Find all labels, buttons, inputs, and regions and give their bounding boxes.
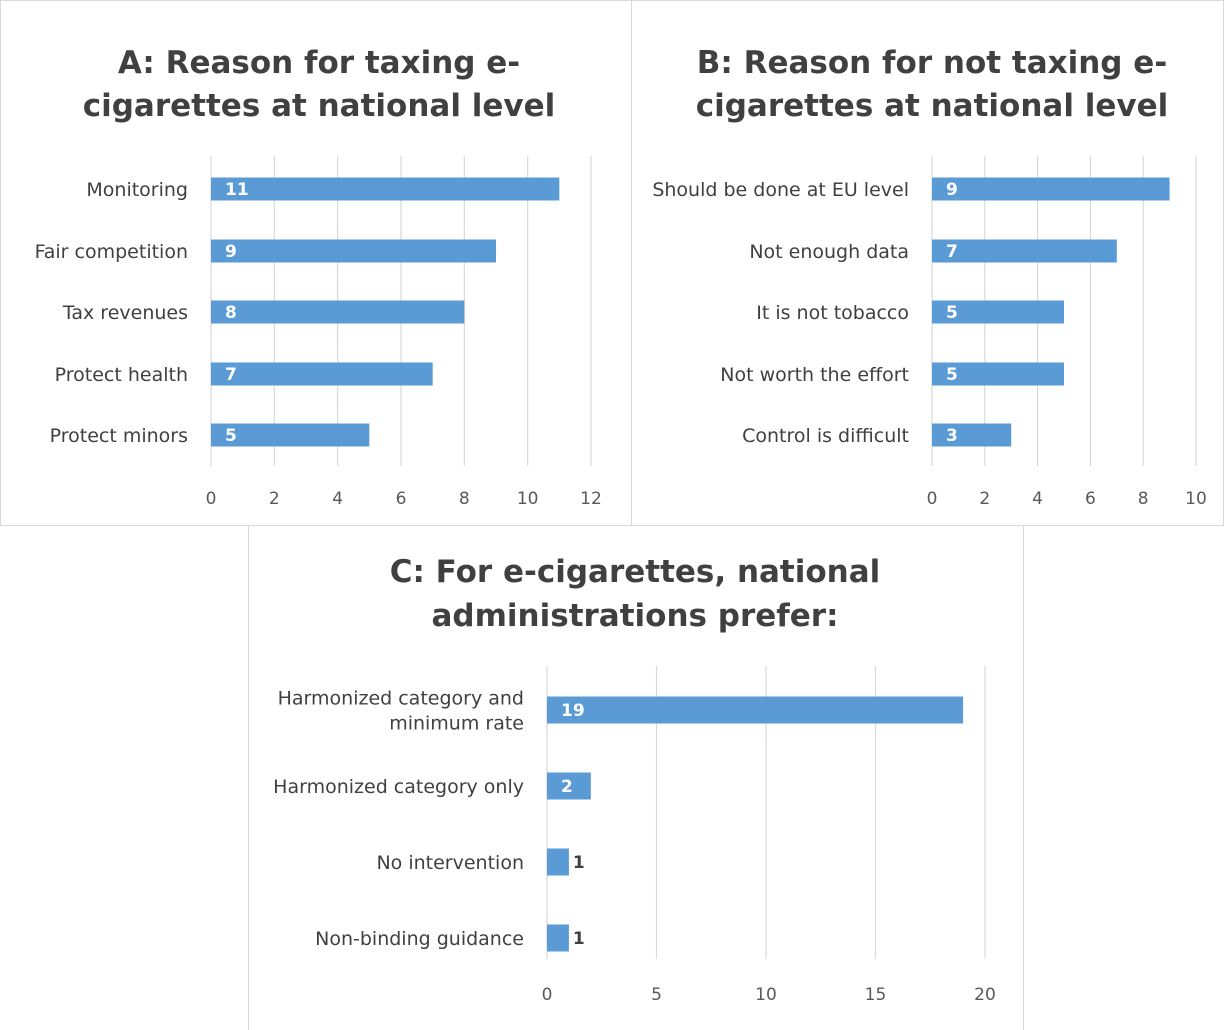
chart-a-value-label-2: 8 (225, 303, 237, 323)
chart-a-bar-3 (211, 362, 433, 386)
chart-c-value-label-0: 19 (561, 701, 585, 721)
chart-c-bar-3 (547, 924, 569, 952)
chart-c-tick-label-4: 20 (974, 985, 996, 1005)
chart-a-svg: A: Reason for taxing e-cigarettes at nat… (35, 45, 602, 509)
chart-c-tick-label-2: 10 (755, 985, 777, 1005)
chart-a-value-label-3: 7 (225, 365, 237, 385)
chart-c-value-label-3: 1 (573, 929, 585, 949)
chart-b-category-label-3: Not worth the effort (720, 364, 909, 386)
chart-c-tick-label-1: 5 (651, 985, 662, 1005)
chart-a-tick-label-5: 10 (517, 489, 539, 509)
chart-c-bar-1 (547, 772, 591, 800)
chart-a-value-label-4: 5 (225, 426, 237, 446)
chart-c-title-line-2: administrations prefer: (432, 598, 839, 634)
chart-b-tick-label-5: 10 (1185, 489, 1207, 509)
chart-c-bar-0 (547, 696, 964, 724)
chart-c-category-label-3: Non-binding guidance (315, 928, 524, 950)
chart-panel-b: B: Reason for not taxing e-cigarettes at… (632, 0, 1224, 526)
chart-a-tick-label-6: 12 (580, 489, 602, 509)
chart-a-value-label-1: 9 (225, 242, 237, 262)
chart-a-title-line-1: A: Reason for taxing e- (118, 45, 520, 81)
chart-a-tick-label-4: 8 (459, 489, 470, 509)
chart-b-tick-label-4: 8 (1138, 489, 1149, 509)
chart-a-category-label-0: Monitoring (86, 179, 188, 201)
chart-b-value-label-2: 5 (946, 303, 958, 323)
chart-a-category-label-3: Protect health (55, 364, 188, 386)
chart-b-category-label-1: Not enough data (749, 241, 909, 263)
chart-b-value-label-1: 7 (946, 242, 958, 262)
chart-c-category-label-1: Harmonized category only (273, 776, 524, 798)
chart-b-bar-2 (932, 300, 1064, 324)
chart-b-value-label-4: 3 (946, 426, 958, 446)
chart-c-value-label-1: 2 (561, 777, 573, 797)
chart-c-value-label-2: 1 (573, 853, 585, 873)
chart-b-category-label-2: It is not tobacco (756, 302, 909, 324)
chart-b-value-label-3: 5 (946, 365, 958, 385)
chart-b-category-label-0: Should be done at EU level (652, 179, 909, 201)
chart-c-tick-label-0: 0 (542, 985, 553, 1005)
chart-a-bar-0 (211, 177, 560, 201)
chart-c-svg: C: For e-cigarettes, national administrat… (273, 554, 996, 1005)
chart-c-tick-label-3: 15 (865, 985, 887, 1005)
chart-b-value-label-0: 9 (946, 180, 958, 200)
chart-c-category-label-0-line-2: minimum rate (389, 713, 524, 735)
chart-panel-a: A: Reason for taxing e-cigarettes at nat… (0, 0, 632, 526)
chart-b-title-line-2: cigarettes at national level (696, 88, 1169, 124)
chart-b-bar-0 (932, 177, 1170, 201)
chart-c-category-label-2: No intervention (376, 852, 524, 874)
chart-c-title-line-1: C: For e-cigarettes, national (390, 554, 881, 590)
chart-b-tick-label-3: 6 (1085, 489, 1096, 509)
chart-b-bar-4 (932, 423, 1012, 447)
chart-a-bar-4 (211, 423, 370, 447)
chart-a-title-line-2: cigarettes at national level (83, 88, 556, 124)
chart-b-tick-label-2: 4 (1032, 489, 1043, 509)
chart-a-bar-2 (211, 300, 465, 324)
chart-b-category-label-4: Control is difficult (742, 425, 909, 447)
chart-a-category-label-2: Tax revenues (62, 302, 188, 324)
chart-c-category-label-0-line-1: Harmonized category and (278, 688, 524, 710)
chart-panel-c: C: For e-cigarettes, national administrat… (248, 526, 1024, 1030)
chart-b-tick-label-1: 2 (979, 489, 990, 509)
chart-c-bar-2 (547, 848, 569, 876)
chart-b-bar-3 (932, 362, 1064, 386)
chart-b-title-line-1: B: Reason for not taxing e- (697, 45, 1167, 81)
chart-a-tick-label-1: 2 (269, 489, 280, 509)
chart-b-tick-label-0: 0 (927, 489, 938, 509)
chart-a-category-label-4: Protect minors (50, 425, 188, 447)
chart-a-tick-label-0: 0 (206, 489, 217, 509)
chart-b-bar-1 (932, 239, 1117, 263)
chart-a-category-label-1: Fair competition (35, 241, 188, 263)
chart-a-tick-label-3: 6 (396, 489, 407, 509)
chart-a-value-label-0: 11 (225, 180, 249, 200)
chart-a-tick-label-2: 4 (332, 489, 343, 509)
chart-a-bar-1 (211, 239, 496, 263)
chart-b-svg: B: Reason for not taxing e-cigarettes at… (652, 45, 1207, 509)
